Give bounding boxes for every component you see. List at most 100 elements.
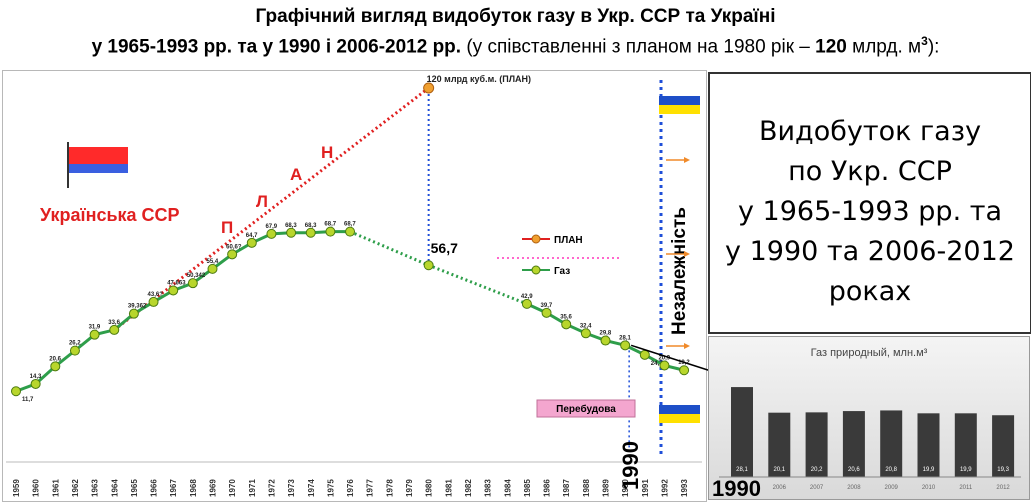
year-tick-1964: 1964 xyxy=(110,479,119,497)
gas-label-1970: 60,6? xyxy=(226,244,242,250)
bar-1990 xyxy=(731,387,753,477)
year-tick-1960: 1960 xyxy=(32,479,41,497)
bar-chart-panel: Газ природный, млн.м³ 28,1 20,1 2006 20,2 20… xyxy=(708,336,1030,500)
perestroika-label: Перебудова xyxy=(556,403,616,415)
gas-point-1960 xyxy=(30,378,41,389)
year-tick-1993: 1993 xyxy=(680,479,689,497)
gas-point-1985 xyxy=(521,298,532,309)
year-tick-1984: 1984 xyxy=(503,479,512,497)
bar-category-2009: 2009 xyxy=(885,485,899,491)
plan-line xyxy=(113,86,430,332)
bar-category-2008: 2008 xyxy=(847,485,861,491)
bar-chart-svg: 28,1 20,1 2006 20,2 2007 20,6 2008 20,8 2009 19,9… xyxy=(719,387,1021,491)
gas-point-1967 xyxy=(168,285,179,296)
gas-point-1963 xyxy=(89,329,100,340)
gas-label-1980: 56,7 xyxy=(431,240,458,256)
title-bold-120: 120 xyxy=(815,36,847,58)
ukr-flag-bottom-blue xyxy=(659,405,700,414)
year-tick-1981: 1981 xyxy=(444,479,453,497)
gas-label-1974: 68,3 xyxy=(305,223,317,229)
gas-label-1975: 68,7 xyxy=(324,222,336,228)
year-tick-1974: 1974 xyxy=(307,479,316,497)
year-tick-1977: 1977 xyxy=(366,479,375,497)
year-tick-1976: 1976 xyxy=(346,479,355,497)
year-tick-1967: 1967 xyxy=(169,479,178,497)
gas-point-1992 xyxy=(659,360,670,371)
gas-point-1986 xyxy=(541,307,552,318)
year-1990-vertical-label: 1990 xyxy=(618,441,643,490)
bar-value-2009: 20,8 xyxy=(885,467,897,473)
gas-point-1969 xyxy=(207,263,218,274)
gas-label-1960: 14,3 xyxy=(30,374,42,380)
connector-line xyxy=(630,344,715,373)
bar-2009 xyxy=(880,410,903,477)
gas-label-1968: 50,342 xyxy=(187,273,206,279)
gas-point-1972 xyxy=(266,228,277,239)
plan-letter-2: А xyxy=(290,165,302,184)
bar-2006 xyxy=(768,412,791,477)
gas-point-1990 xyxy=(620,340,631,351)
year-tick-1992: 1992 xyxy=(660,479,669,497)
gas-label-1963: 31,9 xyxy=(89,325,101,331)
chart-title-line2: у 1965-1993 рр. та у 1990 і 2006-2012 рр… xyxy=(0,34,1031,58)
year-tick-1963: 1963 xyxy=(91,479,100,497)
year-tick-1972: 1972 xyxy=(267,479,276,497)
title-normal-part-a: (у співставленні з планом на 1980 рік – xyxy=(461,36,816,58)
arrow-bottom-head xyxy=(684,343,690,349)
right-info-line-3: у 1990 та 2006-2012 xyxy=(725,236,1015,267)
right-info-text: Видобуток газу по Укр. ССР у 1965-1993 рр.… xyxy=(710,112,1030,312)
gas-point-1987 xyxy=(561,319,572,330)
gas-point-1974 xyxy=(305,227,316,238)
gas-label-1992: 20,9 xyxy=(658,355,670,361)
year-tick-1982: 1982 xyxy=(464,479,473,497)
bar-value-2007: 20,2 xyxy=(811,467,823,473)
gas-label-1987: 35,6 xyxy=(560,314,572,320)
gas-point-1971 xyxy=(246,237,257,248)
year-tick-1968: 1968 xyxy=(189,479,198,497)
year-tick-1988: 1988 xyxy=(582,479,591,497)
year-tick-1990: 1990 xyxy=(621,479,630,497)
gas-label-1966: 43,6? xyxy=(148,292,164,298)
bar-category-2011: 2011 xyxy=(959,485,973,491)
gas-label-1967: 47,663 xyxy=(167,280,186,286)
perestroika-box xyxy=(536,399,636,418)
right-info-line-4: роках xyxy=(828,276,912,307)
gas-point-1962 xyxy=(69,345,80,356)
gas-label-1962: 26,2 xyxy=(69,341,81,347)
gas-label-1969: 55,4 xyxy=(207,259,219,265)
year-tick-1991: 1991 xyxy=(641,479,650,497)
arrow-middle-head xyxy=(684,251,690,257)
legend-gas-marker xyxy=(531,265,541,275)
bar-2010 xyxy=(917,413,940,477)
bar-2008 xyxy=(842,411,865,477)
gas-label-1991: 24,7 xyxy=(651,361,663,367)
plan-point-1980 xyxy=(423,82,435,94)
bar-value-2006: 20,1 xyxy=(773,467,785,473)
gas-label-1989: 29,8 xyxy=(600,331,612,337)
gas-label-1993: 19,2 xyxy=(678,360,690,366)
gas-point-1964 xyxy=(109,324,120,335)
arrow-top-head xyxy=(684,157,690,163)
legend-plan-label: ПЛАН xyxy=(554,235,583,246)
gas-point-1989 xyxy=(600,335,611,346)
gas-label-1990: 28,1 xyxy=(619,335,631,341)
gas-point-1959 xyxy=(11,386,21,397)
year-tick-1980: 1980 xyxy=(425,479,434,497)
ussr-flag-blue xyxy=(69,164,128,173)
year-tick-1962: 1962 xyxy=(71,479,80,497)
year-tick-1975: 1975 xyxy=(326,479,335,497)
gas-point-1973 xyxy=(286,227,297,238)
right-info-line-0: Видобуток газу xyxy=(758,116,982,147)
gas-label-1988: 32,4 xyxy=(580,323,592,329)
legend-gas-label: Газ xyxy=(554,266,570,277)
year-tick-1961: 1961 xyxy=(51,479,60,497)
bar-category-2006: 2006 xyxy=(773,485,787,491)
gas-point-1970 xyxy=(227,249,238,260)
plan-letter-0: П xyxy=(221,218,233,237)
gas-line-soviet xyxy=(15,230,351,393)
gas-label-1976: 68,7 xyxy=(344,222,356,228)
gas-label-1972: 67,9 xyxy=(265,224,277,230)
gas-label-1985: 42,9 xyxy=(521,294,533,300)
republic-label: Українська ССР xyxy=(40,205,180,225)
